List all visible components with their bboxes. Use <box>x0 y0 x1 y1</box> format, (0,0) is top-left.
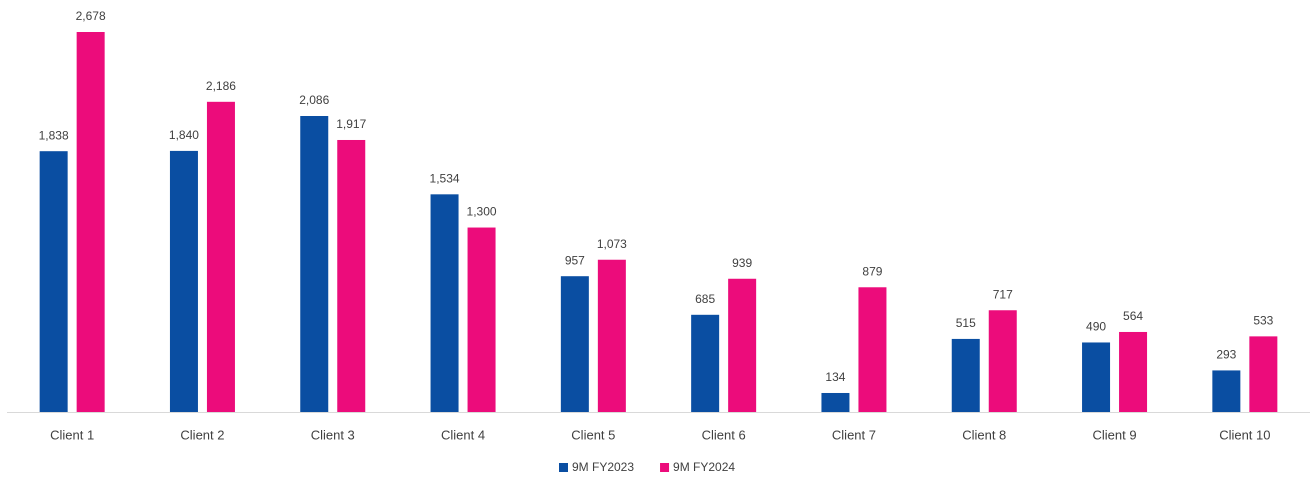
data-label: 879 <box>862 264 882 278</box>
data-label: 1,073 <box>597 237 627 251</box>
x-tick-label: Client 8 <box>962 427 1006 442</box>
data-label: 1,917 <box>336 117 366 131</box>
data-label: 533 <box>1253 314 1273 328</box>
data-label: 515 <box>956 316 976 330</box>
bar <box>597 259 626 412</box>
x-tick-label: Client 3 <box>311 427 355 442</box>
bar <box>728 278 757 412</box>
bar <box>337 139 366 412</box>
legend-swatch <box>660 463 670 472</box>
bar <box>951 338 980 412</box>
bar <box>1119 331 1148 412</box>
bar <box>691 314 720 412</box>
data-label: 490 <box>1086 320 1106 334</box>
bar <box>169 150 198 412</box>
x-tick-label: Client 9 <box>1093 427 1137 442</box>
data-label: 957 <box>565 253 585 267</box>
data-label: 2,086 <box>299 93 329 107</box>
x-tick-label: Client 5 <box>571 427 615 442</box>
bar <box>206 101 235 412</box>
data-label: 1,840 <box>169 128 199 142</box>
bar <box>821 392 850 412</box>
legend-label: 9M FY2024 <box>673 460 735 474</box>
x-tick-label: Client 2 <box>180 427 224 442</box>
data-label: 2,678 <box>76 9 106 23</box>
data-label: 685 <box>695 292 715 306</box>
data-label: 134 <box>825 370 845 384</box>
x-tick-label: Client 4 <box>441 427 485 442</box>
bar <box>467 227 496 412</box>
data-label: 2,186 <box>206 79 236 93</box>
x-tick-label: Client 10 <box>1219 427 1270 442</box>
bar <box>1249 336 1278 412</box>
x-tick-label: Client 1 <box>50 427 94 442</box>
bar <box>988 310 1017 412</box>
data-label: 293 <box>1216 348 1236 362</box>
data-label: 564 <box>1123 309 1143 323</box>
bar <box>39 151 68 412</box>
bar <box>430 194 459 412</box>
bar <box>1212 370 1241 412</box>
data-label: 939 <box>732 256 752 270</box>
bar <box>300 116 329 412</box>
x-tick-label: Client 6 <box>702 427 746 442</box>
bar <box>76 32 105 412</box>
data-label: 1,300 <box>467 205 497 219</box>
bar <box>560 276 589 412</box>
data-label: 1,838 <box>39 128 69 142</box>
bar <box>1082 342 1111 412</box>
legend-label: 9M FY2023 <box>572 460 634 474</box>
data-label: 717 <box>993 287 1013 301</box>
x-tick-label: Client 7 <box>832 427 876 442</box>
legend-swatch <box>559 463 568 472</box>
bar <box>858 287 887 412</box>
data-label: 1,534 <box>430 172 460 186</box>
